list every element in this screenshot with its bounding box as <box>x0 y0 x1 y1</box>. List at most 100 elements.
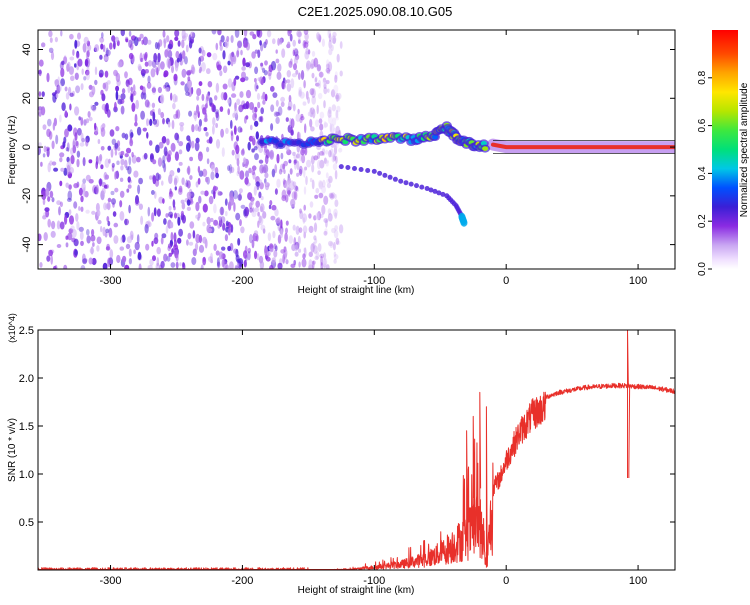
noise-speckle <box>174 175 179 184</box>
noise-speckle <box>237 194 242 201</box>
noise-speckle <box>227 108 230 116</box>
noise-speckle <box>269 200 273 206</box>
noise-speckle <box>254 82 258 92</box>
noise-speckle <box>85 69 90 76</box>
noise-speckle <box>249 207 253 213</box>
noise-speckle <box>88 84 93 90</box>
noise-speckle <box>298 86 303 94</box>
noise-speckle <box>136 156 141 163</box>
noise-speckle <box>138 177 144 185</box>
noise-speckle <box>53 167 59 172</box>
noise-speckle <box>206 146 210 153</box>
noise-speckle <box>317 33 322 42</box>
noise-speckle <box>55 93 59 99</box>
noise-speckle <box>243 208 247 217</box>
noise-speckle <box>309 88 315 96</box>
noise-speckle <box>319 151 325 156</box>
noise-speckle <box>88 159 93 164</box>
noise-speckle <box>326 264 330 269</box>
noise-speckle <box>220 35 225 43</box>
noise-speckle <box>181 68 187 78</box>
noise-speckle <box>120 165 124 171</box>
noise-speckle <box>313 222 318 233</box>
noise-speckle <box>66 164 71 175</box>
noise-speckle <box>82 157 86 167</box>
noise-speckle <box>161 233 167 239</box>
noise-speckle <box>172 93 177 103</box>
noise-speckle <box>335 155 338 164</box>
noise-speckle <box>175 50 180 59</box>
noise-speckle <box>230 224 234 233</box>
noise-speckle <box>167 59 171 69</box>
noise-speckle <box>213 203 217 214</box>
noise-speckle <box>42 198 46 205</box>
noise-speckle <box>101 32 104 39</box>
noise-speckle <box>253 185 257 196</box>
noise-speckle <box>99 54 103 60</box>
noise-speckle <box>319 111 325 119</box>
noise-speckle <box>121 234 126 243</box>
noise-speckle <box>154 42 159 50</box>
noise-speckle <box>264 172 269 179</box>
noise-speckle <box>269 247 274 253</box>
noise-speckle <box>133 170 139 178</box>
noise-speckle <box>133 90 137 96</box>
noise-speckle <box>163 162 167 173</box>
noise-speckle <box>313 235 317 241</box>
noise-speckle <box>70 225 75 231</box>
noise-speckle <box>94 44 100 52</box>
noise-speckle <box>129 138 134 147</box>
ridge-core <box>432 134 438 140</box>
noise-speckle <box>253 146 258 151</box>
noise-speckle <box>335 237 340 245</box>
noise-speckle <box>287 30 292 37</box>
noise-speckle <box>325 63 330 70</box>
noise-speckle <box>144 53 148 62</box>
noise-speckle <box>119 246 125 251</box>
noise-speckle <box>323 122 328 128</box>
noise-speckle <box>102 44 106 53</box>
noise-speckle <box>332 242 336 251</box>
noise-speckle <box>198 170 204 177</box>
noise-speckle <box>60 78 65 87</box>
noise-speckle <box>327 109 332 118</box>
noise-speckle <box>160 94 165 104</box>
noise-speckle <box>112 211 117 217</box>
noise-speckle <box>290 263 296 268</box>
noise-speckle <box>63 54 67 63</box>
noise-speckle <box>150 68 156 78</box>
noise-speckle <box>163 146 168 157</box>
noise-speckle <box>255 200 260 208</box>
noise-speckle <box>285 259 289 265</box>
noise-speckle <box>180 210 184 217</box>
noise-speckle <box>105 228 110 234</box>
branch-blob <box>424 186 430 191</box>
noise-speckle <box>72 49 75 56</box>
noise-speckle <box>230 131 234 142</box>
noise-speckle <box>183 33 189 38</box>
noise-speckle <box>58 206 61 216</box>
noise-speckle <box>168 193 173 200</box>
noise-speckle <box>120 105 125 115</box>
noise-speckle <box>162 118 165 125</box>
noise-speckle <box>334 193 337 200</box>
noise-speckle <box>264 60 268 66</box>
snr-x-label: Height of straight line (km) <box>298 585 415 596</box>
noise-speckle <box>259 206 264 213</box>
noise-speckle <box>46 72 50 83</box>
noise-speckle <box>293 159 298 164</box>
noise-speckle <box>157 174 162 180</box>
noise-speckle <box>311 179 315 190</box>
noise-speckle <box>148 140 153 146</box>
noise-speckle <box>260 107 265 115</box>
noise-speckle <box>107 197 112 203</box>
noise-speckle <box>270 60 277 71</box>
noise-speckle <box>266 30 272 38</box>
noise-speckle <box>243 30 248 37</box>
noise-speckle <box>239 219 242 227</box>
noise-speckle <box>308 213 312 219</box>
noise-speckle <box>180 81 185 86</box>
noise-speckle <box>300 113 304 119</box>
noise-speckle <box>271 257 276 264</box>
noise-speckle <box>234 102 237 111</box>
